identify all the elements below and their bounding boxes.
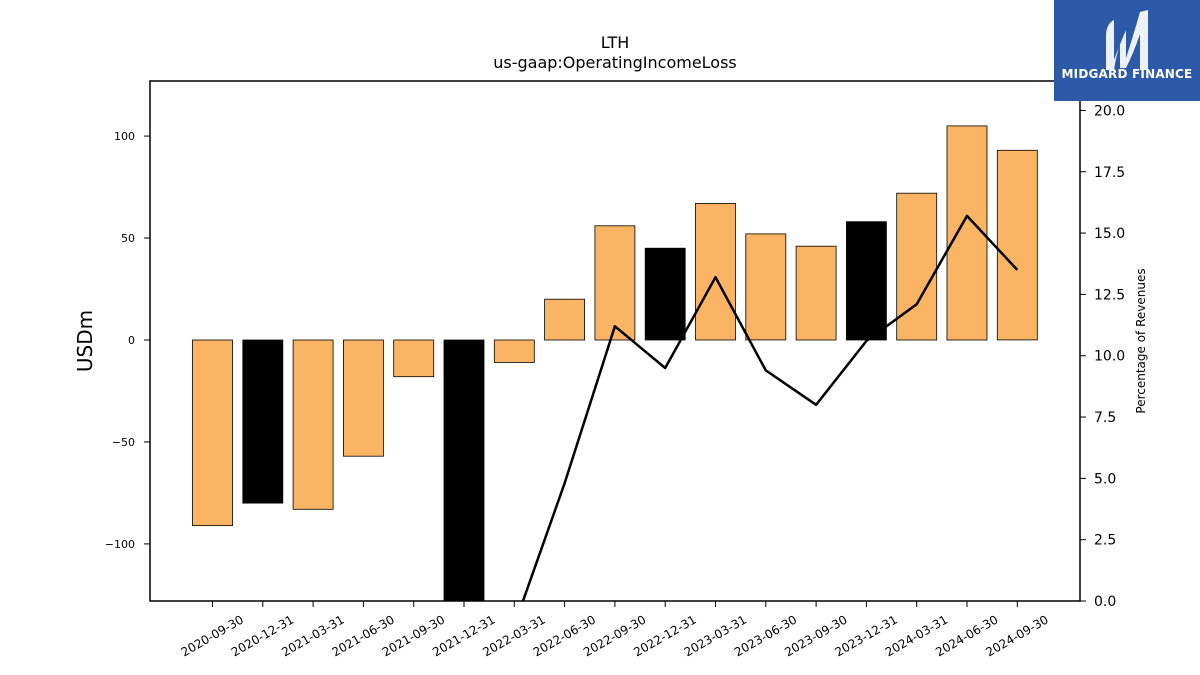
bar xyxy=(594,225,636,341)
brand-logo: MIDGARD FINANCE xyxy=(1054,0,1200,101)
bar xyxy=(242,339,284,504)
bar xyxy=(946,125,988,341)
chart-title: LTH xyxy=(601,33,630,52)
bar xyxy=(292,339,334,510)
bar xyxy=(493,339,535,363)
bar xyxy=(795,245,837,341)
logo-mark xyxy=(1106,10,1148,70)
y2-tick-label: 15.0 xyxy=(1094,226,1125,242)
logo-text: MIDGARD FINANCE xyxy=(1061,67,1193,81)
bar xyxy=(896,192,938,341)
bar xyxy=(443,339,485,601)
bars xyxy=(192,125,1038,601)
plot-frame xyxy=(149,80,1081,602)
bar xyxy=(393,339,435,378)
y-tick-label: −100 xyxy=(105,538,135,551)
logo-background xyxy=(1054,0,1200,101)
x-ticks: 2020-09-302020-12-312021-03-312021-06-30… xyxy=(179,601,1051,659)
y2-tick-label: 10.0 xyxy=(1094,349,1125,365)
chart-subtitle: us-gaap:OperatingIncomeLoss xyxy=(493,53,737,72)
bar xyxy=(544,298,585,341)
y2-tick-label: 0.0 xyxy=(1094,594,1116,610)
line-layer xyxy=(521,214,1019,601)
bar xyxy=(644,247,686,341)
bar xyxy=(996,149,1038,341)
bar xyxy=(846,221,887,341)
bar xyxy=(192,339,233,527)
y-right-ticks: 0.0 2.5 5.0 7.5 10.0 12.5 15.0 17.5 20.0 xyxy=(1080,103,1125,610)
percentage-line xyxy=(521,214,1019,601)
y-tick-label: 50 xyxy=(121,232,135,245)
y2-tick-label: 2.5 xyxy=(1094,533,1116,549)
y2-tick-label: 12.5 xyxy=(1094,287,1125,303)
y2-axis-label: Percentage of Revenues xyxy=(1134,268,1148,413)
y-tick-label: −50 xyxy=(112,436,135,449)
midgard-logo-icon xyxy=(1054,0,1200,101)
y-tick-label: 0 xyxy=(128,334,135,347)
y2-tick-label: 5.0 xyxy=(1094,471,1116,487)
y-left-ticks: −100 −50 0 50 100 xyxy=(105,130,150,551)
y-tick-label: 100 xyxy=(114,130,135,143)
bar xyxy=(745,233,787,341)
y2-tick-label: 7.5 xyxy=(1094,410,1116,426)
bar xyxy=(695,202,736,341)
y2-tick-label: 20.0 xyxy=(1094,103,1125,119)
y-axis-label: USDm xyxy=(73,310,97,372)
y2-tick-label: 17.5 xyxy=(1094,165,1125,181)
bar xyxy=(342,339,384,457)
